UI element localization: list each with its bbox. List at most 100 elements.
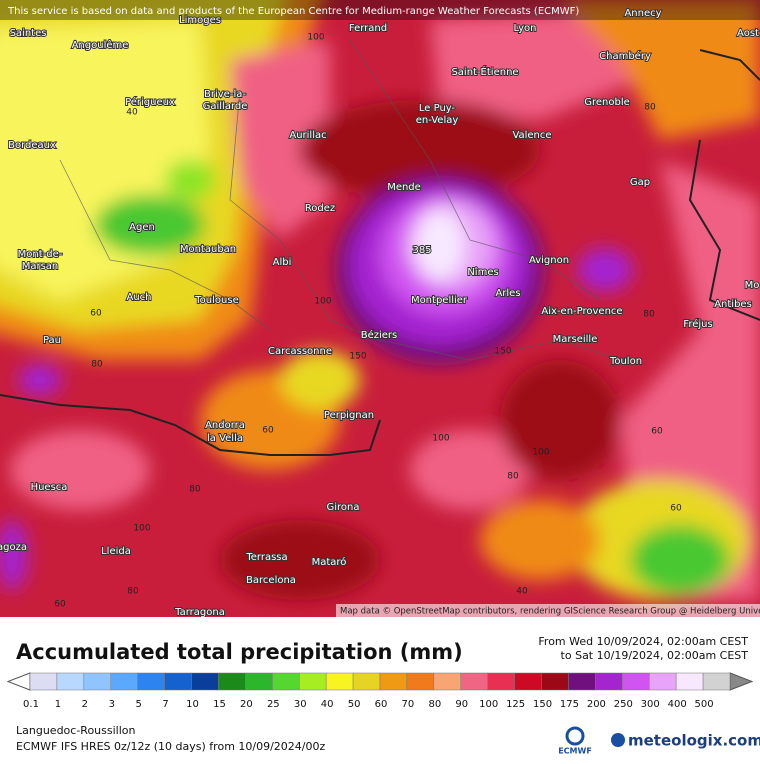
city-label: Aix-en-Provence xyxy=(541,306,622,317)
city-label: Montpellier xyxy=(411,295,468,306)
city-label: Le Puy- xyxy=(419,103,456,114)
borders xyxy=(0,49,760,456)
city-label: Fréjus xyxy=(683,318,712,330)
city-label: Annecy xyxy=(624,8,661,19)
city-label: Toulouse xyxy=(194,295,238,306)
scale-swatch xyxy=(675,672,704,691)
scale-label: 15 xyxy=(213,699,226,710)
scale-label: 90 xyxy=(455,699,468,710)
city-label: Chambéry xyxy=(599,50,651,62)
scale-swatch xyxy=(191,672,219,691)
city-label: Gaillarde xyxy=(203,101,248,112)
scale-swatch xyxy=(568,672,596,691)
contour-label: 80 xyxy=(507,472,519,482)
scale-arrow-left xyxy=(6,672,31,691)
contour-label: 60 xyxy=(262,426,274,436)
meteologix-logo-mark xyxy=(611,733,625,747)
scale-swatch xyxy=(245,672,273,691)
city-labels: Saintes Angoulême Limoges Ferrand Lyon Annecy… xyxy=(0,7,760,617)
scale-label: 2 xyxy=(82,699,88,710)
city-label: Saintes xyxy=(10,28,47,39)
model-info: ECMWF IFS HRES 0z/12z (10 days) from 10/… xyxy=(16,740,326,753)
city-label: Grenoble xyxy=(584,97,630,108)
scale-swatch xyxy=(83,672,112,691)
contour-label: 60 xyxy=(670,504,682,514)
scale-label: 100 xyxy=(479,699,498,710)
scale-label: 60 xyxy=(375,699,388,710)
scale-swatch xyxy=(110,672,138,691)
city-label: Carcassonne xyxy=(268,346,332,357)
scale-swatch xyxy=(433,672,462,691)
regions xyxy=(59,39,621,361)
contour-label: 80 xyxy=(189,485,201,495)
scale-swatch xyxy=(514,672,542,691)
contour-label: 80 xyxy=(127,587,139,597)
scale-label: 500 xyxy=(695,699,714,710)
contour-label: 60 xyxy=(90,309,102,319)
city-label: Brive-la- xyxy=(204,89,246,100)
ecmwf-logo: ECMWF xyxy=(558,747,592,756)
city-label: Mo xyxy=(745,280,760,291)
contour-label: 100 xyxy=(133,524,150,534)
city-label: agoza xyxy=(0,542,27,553)
city-label: Nîmes xyxy=(467,266,498,278)
scale-swatch xyxy=(137,672,165,691)
region: Languedoc-Roussillon xyxy=(16,724,136,737)
contour-labels: 100 40 60 80 100 150 150 100 80 100 60 80 100 80 60 40 6… xyxy=(54,33,682,610)
scale-label: 25 xyxy=(267,699,280,710)
scale-swatch xyxy=(352,672,381,691)
contour-label: 150 xyxy=(494,347,511,357)
city-label: Mataró xyxy=(312,556,347,568)
scale-label: 70 xyxy=(402,699,415,710)
city-label: Barcelona xyxy=(246,575,296,586)
city-label: Saint-Étienne xyxy=(451,65,518,78)
scale-swatch xyxy=(29,672,58,691)
city-label: Lyon xyxy=(513,23,536,34)
scale-label: 300 xyxy=(641,699,660,710)
scale-swatch xyxy=(164,672,192,691)
contour-label: 100 xyxy=(432,434,449,444)
scale-swatch xyxy=(272,672,300,691)
scale-label: 250 xyxy=(614,699,633,710)
scale-label: 150 xyxy=(533,699,552,710)
scale-swatch xyxy=(648,672,677,691)
city-label: Périgueux xyxy=(125,96,175,108)
city-label: Antibes xyxy=(714,299,752,310)
scale-label: 175 xyxy=(560,699,579,710)
contour-label: 150 xyxy=(349,352,366,362)
contour-label: 40 xyxy=(516,587,528,597)
contour-label: 80 xyxy=(643,310,655,320)
scale-swatch xyxy=(218,672,246,691)
city-label: Aost xyxy=(737,28,759,39)
attribution: Map data © OpenStreetMap contributors, r… xyxy=(340,607,760,617)
city-label: Andorra xyxy=(205,420,245,431)
scale-swatch xyxy=(487,672,515,691)
contour-label: 100 xyxy=(307,33,324,43)
scale-label: 7 xyxy=(162,699,168,710)
contour-label: 100 xyxy=(532,448,549,458)
city-label: en-Velay xyxy=(416,115,459,126)
city-label: Terrassa xyxy=(245,552,287,563)
city-label: Angoulême xyxy=(72,39,129,51)
city-label: Montauban xyxy=(180,244,236,255)
city-label: Bordeaux xyxy=(8,140,56,151)
contour-label: 385 xyxy=(412,245,431,256)
city-label: Perpignan xyxy=(324,410,374,421)
city-label: Toulon xyxy=(609,356,642,367)
city-label: Ferrand xyxy=(349,23,387,34)
ecmwf-logo-mark xyxy=(565,726,585,746)
scale-label: 10 xyxy=(186,699,199,710)
scale-label: 1 xyxy=(55,699,61,710)
scale-label: 40 xyxy=(321,699,334,710)
scale-label: 200 xyxy=(587,699,606,710)
scale-swatch xyxy=(406,672,435,691)
city-label: Lleida xyxy=(101,546,131,557)
contour-label: 40 xyxy=(126,108,138,118)
city-label: Agen xyxy=(129,222,155,233)
scale-label: 3 xyxy=(109,699,115,710)
contour-label: 80 xyxy=(91,360,103,370)
contour-label: 100 xyxy=(314,297,331,307)
city-label: Mende xyxy=(387,182,421,193)
city-label: Huesca xyxy=(31,482,68,493)
